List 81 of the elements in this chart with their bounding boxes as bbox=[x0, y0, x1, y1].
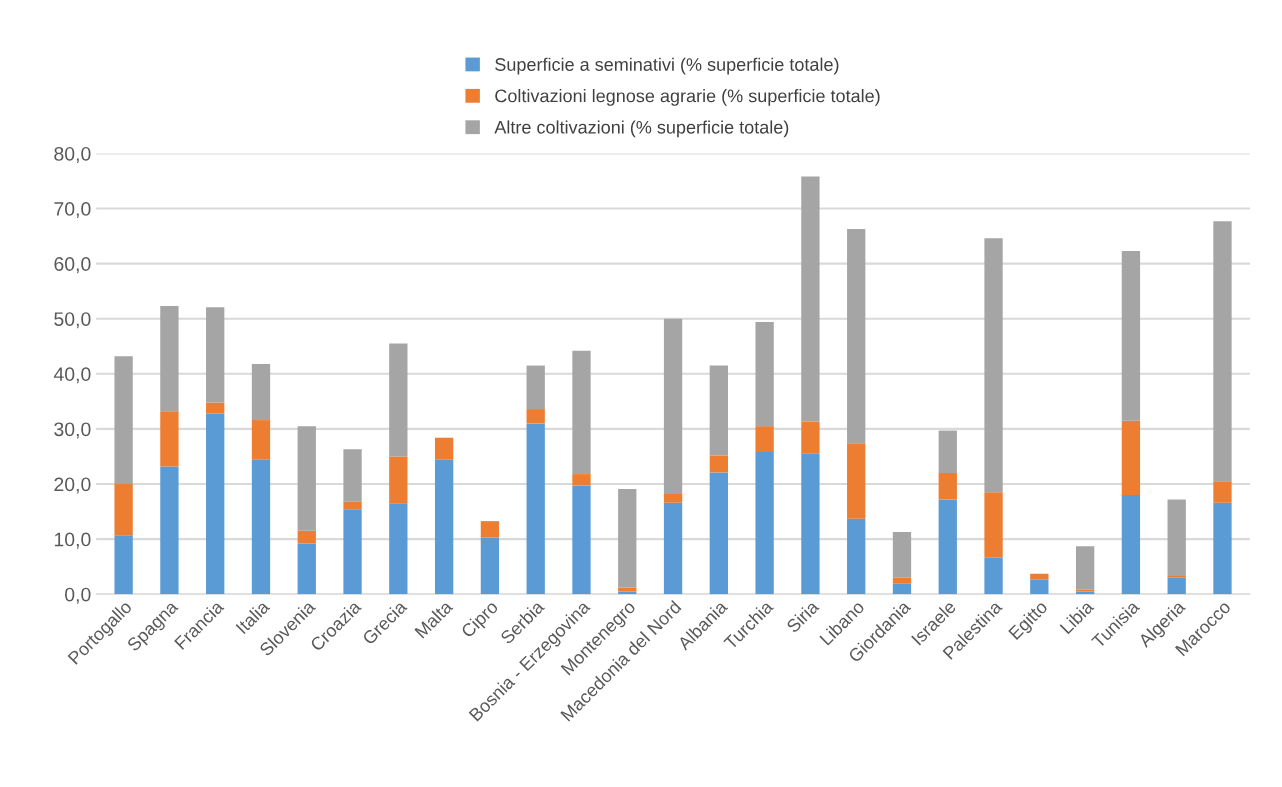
bar bbox=[572, 350, 591, 475]
bar bbox=[709, 455, 728, 473]
bar bbox=[160, 411, 179, 467]
bar bbox=[389, 343, 408, 457]
bar bbox=[847, 518, 866, 595]
legend-label: Superficie a seminativi (% superficie totale) bbox=[495, 57, 839, 75]
bar bbox=[297, 530, 316, 544]
bar bbox=[526, 409, 545, 424]
y-tick-label: 30,0 bbox=[54, 422, 91, 439]
bar bbox=[480, 537, 500, 595]
bar bbox=[984, 492, 1003, 558]
bar bbox=[801, 421, 820, 454]
bar bbox=[389, 503, 408, 595]
bar bbox=[251, 420, 271, 460]
bar bbox=[618, 488, 637, 588]
y-tick-label: 0,0 bbox=[65, 587, 91, 604]
bar bbox=[114, 535, 133, 595]
bar bbox=[206, 413, 225, 595]
bar bbox=[892, 531, 912, 578]
bar bbox=[206, 402, 225, 414]
bar bbox=[389, 456, 408, 504]
bar bbox=[663, 493, 683, 503]
bar bbox=[297, 426, 316, 531]
bar bbox=[1121, 420, 1141, 496]
bar bbox=[343, 449, 362, 502]
bar bbox=[572, 474, 591, 486]
bar bbox=[755, 426, 774, 453]
bar bbox=[663, 502, 683, 595]
bar bbox=[526, 423, 545, 595]
bar bbox=[847, 228, 866, 444]
bar bbox=[892, 577, 912, 584]
bar bbox=[984, 557, 1003, 595]
bar bbox=[938, 430, 957, 473]
bar bbox=[618, 591, 637, 595]
bar bbox=[114, 356, 133, 484]
legend-label: Coltivazioni legnose agrarie (% superficie totale) bbox=[495, 89, 880, 106]
bar bbox=[1167, 577, 1186, 595]
bar bbox=[114, 484, 133, 536]
bar bbox=[984, 238, 1003, 493]
bar bbox=[343, 509, 362, 595]
bar bbox=[1121, 495, 1141, 595]
bar bbox=[1213, 502, 1232, 595]
bar bbox=[434, 459, 454, 595]
bar bbox=[709, 365, 728, 456]
bar bbox=[801, 453, 820, 595]
bar bbox=[160, 466, 179, 595]
bar bbox=[1213, 481, 1232, 503]
y-tick-label: 80,0 bbox=[54, 146, 91, 163]
bar bbox=[801, 176, 820, 422]
x-tick-label: Siria bbox=[785, 599, 820, 634]
bar bbox=[1121, 250, 1141, 421]
bar bbox=[663, 318, 683, 494]
bar bbox=[1075, 546, 1095, 590]
bar bbox=[709, 472, 728, 595]
bar bbox=[1030, 573, 1049, 580]
bar bbox=[160, 306, 179, 412]
bar bbox=[1213, 221, 1232, 482]
bar bbox=[251, 363, 271, 421]
bar bbox=[938, 472, 957, 500]
bar bbox=[755, 322, 774, 427]
bar bbox=[1167, 499, 1186, 577]
bar bbox=[847, 443, 866, 519]
bar bbox=[343, 501, 362, 510]
bar bbox=[892, 583, 912, 595]
bar bbox=[297, 543, 316, 595]
bar bbox=[206, 307, 225, 403]
bar bbox=[1030, 579, 1049, 595]
bar bbox=[526, 365, 545, 410]
bar bbox=[251, 459, 271, 595]
bar bbox=[434, 437, 454, 460]
legend-label: Altre coltivazioni (% superficie totale) bbox=[494, 120, 789, 138]
bar bbox=[938, 499, 957, 595]
bar bbox=[755, 452, 774, 595]
y-tick-label: 50,0 bbox=[54, 312, 91, 329]
y-tick-label: 70,0 bbox=[54, 202, 91, 219]
y-tick-label: 60,0 bbox=[54, 257, 91, 274]
bar bbox=[480, 522, 500, 538]
y-tick-label: 10,0 bbox=[54, 532, 91, 549]
y-tick-label: 40,0 bbox=[53, 367, 91, 384]
y-tick-label: 20,0 bbox=[54, 477, 91, 494]
bar bbox=[572, 485, 591, 595]
